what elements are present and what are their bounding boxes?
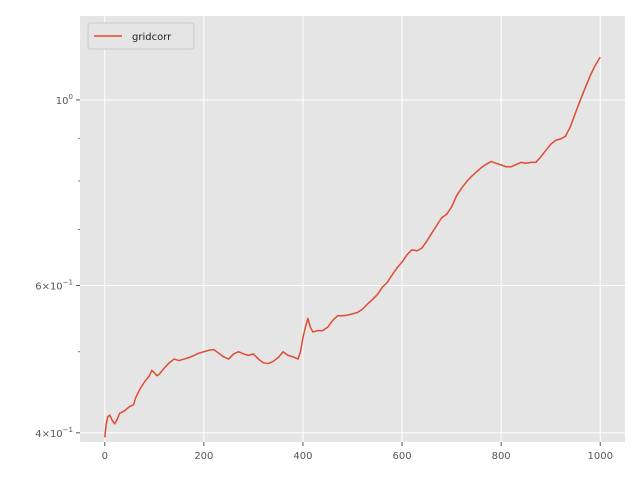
x-tick-label: 200: [194, 451, 213, 462]
y-tick-base: 4: [35, 429, 41, 440]
y-tick-base: 6: [35, 282, 41, 293]
grid-lines: [80, 16, 625, 442]
legend-box: [87, 22, 195, 50]
y-tick-label: 6×10−1: [35, 279, 73, 293]
plot-area: [80, 16, 625, 442]
y-tick-exponent: 0: [69, 93, 73, 101]
x-tick-label: 800: [492, 451, 511, 462]
y-tick-base: 10: [56, 96, 69, 107]
x-tick-label: 1000: [588, 451, 613, 462]
x-tick-label: 600: [392, 451, 411, 462]
legend: gridcorr: [87, 22, 195, 50]
y-tick-exponent: −1: [63, 279, 73, 287]
y-tick-times: ×10: [42, 429, 63, 440]
y-tick-exponent: −1: [63, 426, 73, 434]
series-line-gridcorr: [104, 56, 601, 438]
x-axis: 0 200 400 600 800 1000: [102, 442, 613, 462]
y-tick-label: 4×10−1: [35, 426, 73, 440]
y-tick-label: 100: [56, 93, 73, 107]
legend-label: gridcorr: [132, 32, 172, 43]
x-tick-label: 0: [102, 451, 108, 462]
series-layer: [104, 56, 601, 438]
y-tick-times: ×10: [42, 282, 63, 293]
x-tick-label: 400: [293, 451, 312, 462]
